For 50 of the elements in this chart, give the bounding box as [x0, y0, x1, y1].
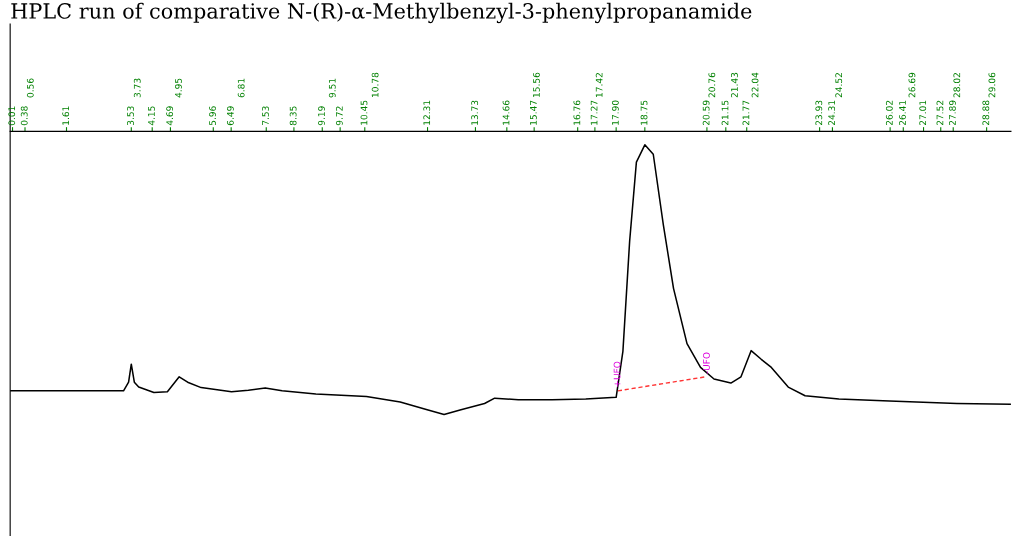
x-tick-label: 24.31 — [828, 100, 836, 126]
x-tick-label: 26.02 — [885, 100, 893, 126]
x-tick-label: 0.01 — [8, 106, 16, 126]
x-tick-label: 14.66 — [502, 100, 510, 125]
x-tick-label: 6.49 — [226, 106, 234, 126]
x-tick-label: 5.96 — [209, 106, 216, 126]
x-tick-label: 9.19 — [318, 106, 325, 126]
x2-tick-label: 4.95 — [174, 78, 182, 98]
x-tick-label: 3.53 — [127, 106, 134, 126]
x2-tick-label: 29.06 — [988, 72, 996, 98]
x2-tick-label: 20.76 — [708, 72, 716, 98]
x-tick-label: 9.72 — [335, 106, 343, 126]
x2-tick-label: 21.43 — [731, 72, 738, 98]
x2-tick-label: 10.78 — [371, 72, 379, 97]
x2-tick-label: 26.69 — [908, 72, 916, 98]
x2-tick-label: 9.51 — [328, 78, 336, 98]
x-tick-label: 8.35 — [289, 106, 297, 126]
x2-tick-label: 6.81 — [237, 78, 245, 98]
x-tick-label: 0.38 — [20, 106, 28, 126]
x-tick-label: 17.90 — [611, 100, 619, 125]
x2-tick-label: 28.02 — [953, 73, 961, 98]
x-tick-label: 18.75 — [640, 100, 648, 125]
chart-title: HPLC run of comparative N-(R)-α-Methylbenzyl-3-phenylpropanamide — [11, 2, 752, 24]
x-tick-label: 27.89 — [949, 100, 956, 126]
x-tick-label: 21.77 — [742, 100, 750, 126]
x-tick-label: 1.61 — [62, 106, 70, 125]
x-tick-label: 17.27 — [590, 100, 598, 125]
x-tick-label: 7.53 — [262, 106, 269, 126]
annotation: -UFO — [703, 352, 710, 374]
x-tick-label: 21.15 — [721, 100, 729, 126]
x2-tick-label: 0.56 — [26, 78, 34, 98]
x-tick-label: 15.47 — [530, 100, 537, 125]
annotation: +UFO — [613, 361, 621, 387]
x-tick-label: 4.15 — [148, 106, 155, 126]
x-tick-label: 13.73 — [471, 100, 479, 125]
x-tick-label: 4.69 — [166, 106, 174, 126]
x-tick-label: 28.88 — [982, 100, 990, 126]
x-tick-label: 27.01 — [919, 100, 927, 126]
x-tick-label: 23.93 — [815, 100, 823, 126]
x2-tick-label: 24.52 — [835, 73, 843, 98]
x-tick-label: 12.31 — [423, 100, 431, 125]
x2-tick-label: 17.42 — [595, 73, 603, 97]
x2-tick-label: 3.73 — [133, 78, 141, 98]
x2-tick-label: 22.04 — [751, 72, 759, 98]
x2-tick-label: 15.56 — [532, 72, 540, 97]
x-tick-label: 16.76 — [573, 100, 581, 125]
x-tick-label: 27.52 — [936, 100, 944, 126]
x-tick-label: 20.59 — [702, 100, 710, 126]
x-tick-label: 26.41 — [899, 100, 906, 126]
x-tick-label: 10.45 — [360, 100, 368, 125]
